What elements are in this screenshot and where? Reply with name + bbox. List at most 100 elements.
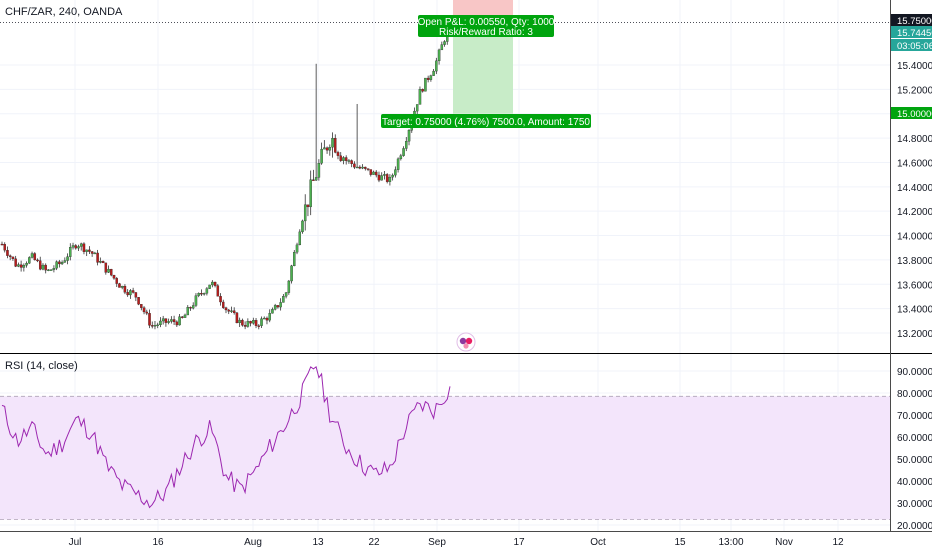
candle-body xyxy=(222,301,225,308)
price-badge-label: 15.75000 xyxy=(897,16,932,27)
candle-body xyxy=(227,309,230,312)
time-scale[interactable]: Jul 16 Aug 13 22 Sep 17 Oct 15 13:00 Nov 12 xyxy=(69,537,844,548)
candle-body xyxy=(290,265,293,282)
candle-body xyxy=(82,243,86,252)
candle-body xyxy=(118,283,121,288)
pnl-label: Open P&L: 0.00550, Qty: 1000 xyxy=(418,17,555,28)
rsi-tick-label: 80.0000 xyxy=(897,389,932,400)
time-tick-label: Aug xyxy=(244,537,262,548)
price-tick-label: 13.20000 xyxy=(897,329,932,340)
candle-body xyxy=(366,168,370,170)
candle-body xyxy=(213,281,217,286)
candle-body xyxy=(257,325,261,327)
price-scale[interactable]: 15.40000 15.20000 15.00000 14.80000 14.60000… xyxy=(897,61,932,340)
candle-body xyxy=(145,311,149,314)
pnl-box[interactable]: Open P&L: 0.00550, Qty: 1000 Risk/Reward… xyxy=(418,15,555,38)
candle-body xyxy=(252,320,255,324)
candle-body xyxy=(85,249,88,252)
rsi-tick-label: 60.0000 xyxy=(897,433,932,444)
candle-body xyxy=(0,243,4,246)
price-badge-label: 03:05:06 xyxy=(897,41,932,52)
price-tick-label: 13.80000 xyxy=(897,256,932,267)
candle-body xyxy=(295,244,299,253)
candle-body xyxy=(312,179,315,181)
candle-body xyxy=(202,293,206,295)
candle-body xyxy=(224,307,228,311)
candle-body xyxy=(93,252,97,255)
candle-body xyxy=(284,292,288,297)
candle-body xyxy=(246,321,250,327)
candle-body xyxy=(96,252,99,263)
price-tick-label: 14.60000 xyxy=(897,158,932,169)
time-tick-label: 13 xyxy=(312,537,324,548)
candle-body xyxy=(262,317,266,320)
candle-body xyxy=(353,163,356,168)
candle-body xyxy=(405,141,408,149)
target-box[interactable]: Target: 0.75000 (4.76%) 7500.0, Amount: … xyxy=(381,114,591,128)
candle-body xyxy=(208,284,211,289)
candle-body xyxy=(19,264,23,268)
rsi-tick-label: 70.0000 xyxy=(897,411,932,422)
price-tick-label: 14.00000 xyxy=(897,232,932,243)
rsi-label[interactable]: RSI (14, close) xyxy=(5,360,78,372)
candle-body xyxy=(271,309,274,314)
candle-body xyxy=(407,130,411,142)
candle-body xyxy=(399,155,403,160)
candle-body xyxy=(440,44,444,51)
candle-body xyxy=(219,296,222,303)
target-box-bg xyxy=(381,114,591,128)
price-badge: 03:05:06 xyxy=(891,39,932,52)
candle-body xyxy=(282,296,285,303)
candle-body xyxy=(142,307,146,313)
candle-body xyxy=(306,204,310,208)
candle-body xyxy=(186,307,190,316)
price-tick-label: 14.80000 xyxy=(897,134,932,145)
price-badge: 15.75000 xyxy=(891,14,932,27)
time-tick-label: 13:00 xyxy=(718,537,743,548)
candle-body xyxy=(55,261,58,269)
symbol-label[interactable]: CHF/ZAR, 240, OANDA xyxy=(5,6,123,18)
candle-body xyxy=(232,310,236,314)
time-tick-label: 17 xyxy=(513,537,525,548)
candle-body xyxy=(298,231,302,246)
rsi-tick-label: 40.0000 xyxy=(897,477,932,488)
candle-body xyxy=(131,290,135,293)
candle-body xyxy=(388,176,392,182)
candle-body xyxy=(374,171,378,176)
price-badge-bg xyxy=(891,107,932,119)
time-tick-label: Jul xyxy=(69,537,82,548)
candle-body xyxy=(134,292,138,298)
rsi-line xyxy=(1,366,451,509)
candle-body xyxy=(164,318,168,323)
candle-body xyxy=(432,70,435,76)
candle-body xyxy=(276,305,280,308)
time-tick-label: 15 xyxy=(674,537,686,548)
candle-body xyxy=(66,256,69,261)
candle-body xyxy=(101,261,105,264)
candle-body xyxy=(153,325,157,327)
candle-body xyxy=(205,288,209,294)
candle-body xyxy=(74,245,78,249)
broker-logo xyxy=(456,332,476,352)
rsi-tick-label: 50.0000 xyxy=(897,455,932,466)
candle-body xyxy=(443,41,446,45)
candle-body xyxy=(189,307,192,309)
candle-body xyxy=(115,278,118,284)
price-badge-label: 15.00000 xyxy=(897,109,932,120)
candle-body xyxy=(63,260,67,263)
pnl-box-bg xyxy=(418,15,554,37)
candle-body xyxy=(418,89,422,105)
candle-body xyxy=(265,317,269,321)
candle-body xyxy=(33,253,37,261)
rsi-tick-label: 90.0000 xyxy=(897,367,932,378)
rsi-scale[interactable]: 90.0000 80.0000 70.0000 60.0000 50.0000 40.00… xyxy=(897,367,932,532)
rsi-tick-label: 30.0000 xyxy=(897,499,932,510)
candle-body xyxy=(364,166,367,169)
candle-body xyxy=(350,160,353,165)
candle-body xyxy=(3,244,6,251)
candle-body xyxy=(249,321,252,324)
candle-body xyxy=(197,293,200,296)
candle-body xyxy=(178,316,181,326)
